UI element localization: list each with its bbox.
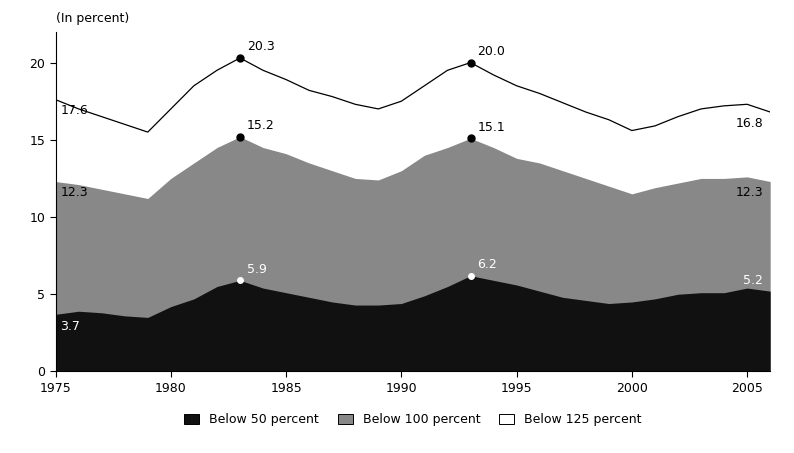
Text: 20.3: 20.3 <box>247 40 275 53</box>
Text: 5.2: 5.2 <box>743 274 763 286</box>
Text: (In percent): (In percent) <box>56 12 129 25</box>
Text: 3.7: 3.7 <box>60 320 80 333</box>
Legend: Below 50 percent, Below 100 percent, Below 125 percent: Below 50 percent, Below 100 percent, Bel… <box>184 414 642 426</box>
Text: 15.2: 15.2 <box>247 119 275 132</box>
Text: 17.6: 17.6 <box>60 104 88 117</box>
Text: 6.2: 6.2 <box>477 258 497 271</box>
Text: 20.0: 20.0 <box>477 45 505 58</box>
Text: 15.1: 15.1 <box>477 120 505 134</box>
Text: 16.8: 16.8 <box>735 116 763 130</box>
Text: 5.9: 5.9 <box>247 263 267 276</box>
Text: 12.3: 12.3 <box>60 186 88 199</box>
Text: 12.3: 12.3 <box>735 186 763 199</box>
